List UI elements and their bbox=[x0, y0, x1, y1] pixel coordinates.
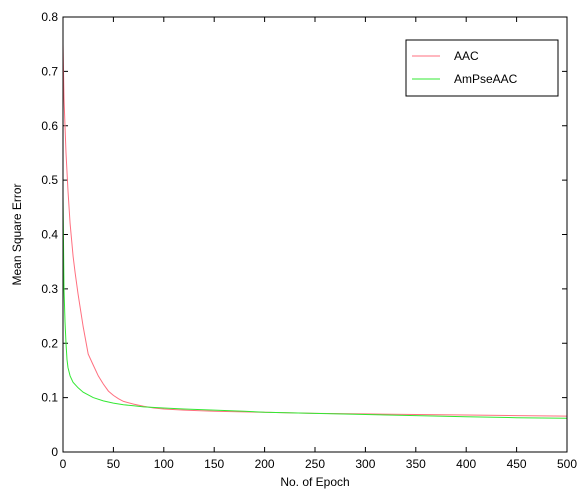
y-tick-label: 0 bbox=[51, 445, 58, 459]
x-tick-label: 0 bbox=[60, 457, 67, 471]
y-tick-label: 0.6 bbox=[41, 119, 58, 133]
x-tick-label: 500 bbox=[557, 457, 577, 471]
x-tick-label: 50 bbox=[107, 457, 121, 471]
x-axis: 0 50 100 150 200 250 300 350 400 450 500 bbox=[60, 17, 577, 471]
y-tick-label: 0.4 bbox=[41, 228, 58, 242]
y-tick-label: 0.2 bbox=[41, 336, 58, 350]
y-tick-label: 0.1 bbox=[41, 391, 58, 405]
x-tick-label: 350 bbox=[406, 457, 426, 471]
plot-frame bbox=[62, 16, 568, 453]
x-tick-label: 400 bbox=[456, 457, 476, 471]
plot-lines bbox=[62, 44, 568, 419]
x-tick-label: 200 bbox=[255, 457, 275, 471]
y-axis-label: Mean Square Error bbox=[10, 183, 24, 285]
x-tick-label: 100 bbox=[154, 457, 174, 471]
y-tick-label: 0.3 bbox=[41, 282, 58, 296]
x-tick-label: 150 bbox=[204, 457, 224, 471]
legend-box bbox=[405, 39, 559, 97]
x-tick-label: 300 bbox=[355, 457, 375, 471]
x-axis-label: No. of Epoch bbox=[280, 475, 349, 489]
y-axis: 0 0.1 0.2 0.3 0.4 0.5 0.6 0.7 0.8 bbox=[41, 10, 567, 459]
x-tick-label: 250 bbox=[305, 457, 325, 471]
y-tick-label: 0.5 bbox=[41, 173, 58, 187]
legend-label-ampseaac: AmPseAAC bbox=[454, 72, 518, 86]
legend-label-aac: AAC bbox=[454, 49, 479, 63]
series-line-ampseaac bbox=[62, 196, 568, 419]
x-tick-label: 450 bbox=[507, 457, 527, 471]
y-tick-label: 0.8 bbox=[41, 10, 58, 24]
legend: AAC AmPseAAC bbox=[405, 39, 559, 97]
y-tick-label: 0.7 bbox=[41, 64, 58, 78]
